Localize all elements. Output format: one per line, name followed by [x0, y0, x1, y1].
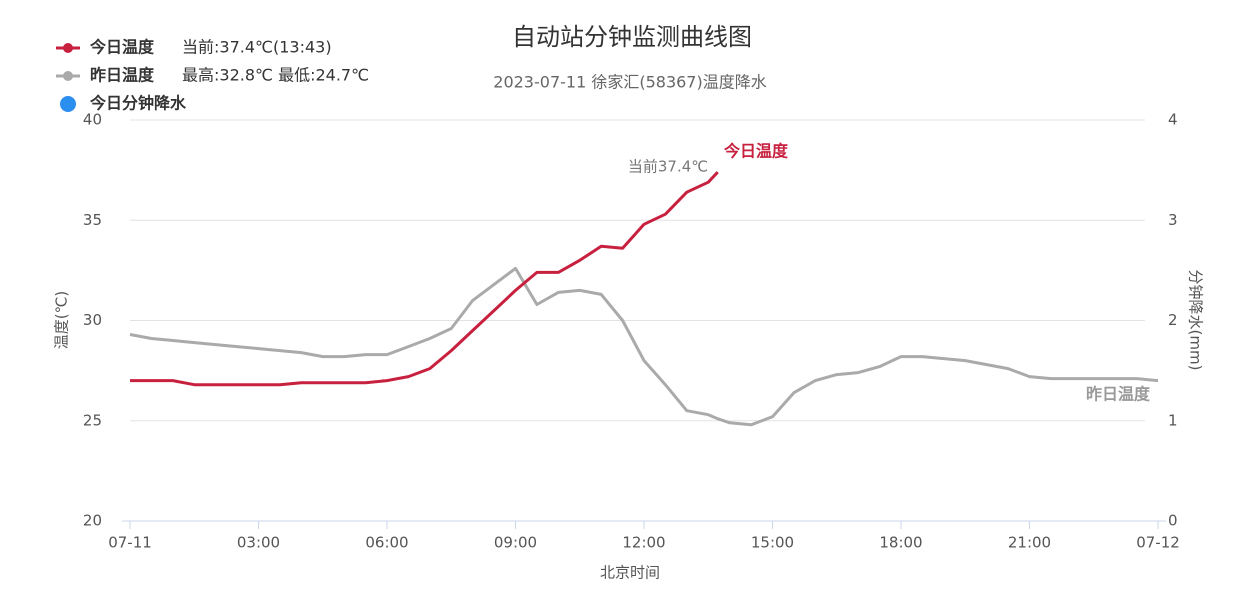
series-label: 昨日温度	[1086, 385, 1151, 404]
y2-tick-label: 1	[1168, 411, 1178, 429]
legend-marker	[63, 43, 73, 53]
y2-tick-label: 0	[1168, 512, 1178, 530]
x-tick-label: 03:00	[237, 534, 280, 552]
x-tick-label: 06:00	[365, 534, 408, 552]
y2-tick-label: 4	[1168, 111, 1178, 129]
y2-tick-label: 3	[1168, 211, 1178, 229]
legend-label: 昨日温度	[90, 66, 155, 85]
x-tick-label: 15:00	[751, 534, 794, 552]
x-axis-label: 北京时间	[600, 564, 660, 582]
x-tick-label: 12:00	[622, 534, 665, 552]
chart-title: 自动站分钟监测曲线图	[512, 23, 752, 51]
legend-label: 今日温度	[89, 38, 155, 57]
series-label: 今日温度	[723, 142, 789, 161]
y2-tick-label: 2	[1168, 311, 1178, 329]
annotation: 当前37.4℃	[628, 158, 708, 176]
series-line	[129, 266, 1159, 427]
x-tick-label: 09:00	[494, 534, 537, 552]
x-tick-label: 07-11	[108, 534, 152, 552]
chart-subtitle: 2023-07-11 徐家汇(58367)温度降水	[493, 73, 766, 92]
legend-marker	[60, 96, 76, 112]
series-line	[130, 171, 719, 387]
y-tick-label: 40	[83, 111, 102, 129]
legend-label: 今日分钟降水	[89, 94, 187, 113]
x-tick-label: 07-12	[1136, 534, 1180, 552]
y-tick-label: 25	[83, 411, 102, 429]
y2-axis-label: 分钟降水(mm)	[1187, 270, 1205, 371]
legend-marker	[63, 71, 73, 81]
y-axis-label: 温度(℃)	[53, 291, 71, 350]
y-tick-label: 35	[83, 211, 102, 229]
y-tick-label: 20	[83, 512, 102, 530]
x-tick-label: 18:00	[879, 534, 922, 552]
legend-info: 当前:37.4℃(13:43)	[182, 38, 332, 57]
x-tick-label: 21:00	[1008, 534, 1051, 552]
legend-info: 最高:32.8℃ 最低:24.7℃	[182, 66, 369, 85]
y-tick-label: 30	[83, 311, 102, 329]
